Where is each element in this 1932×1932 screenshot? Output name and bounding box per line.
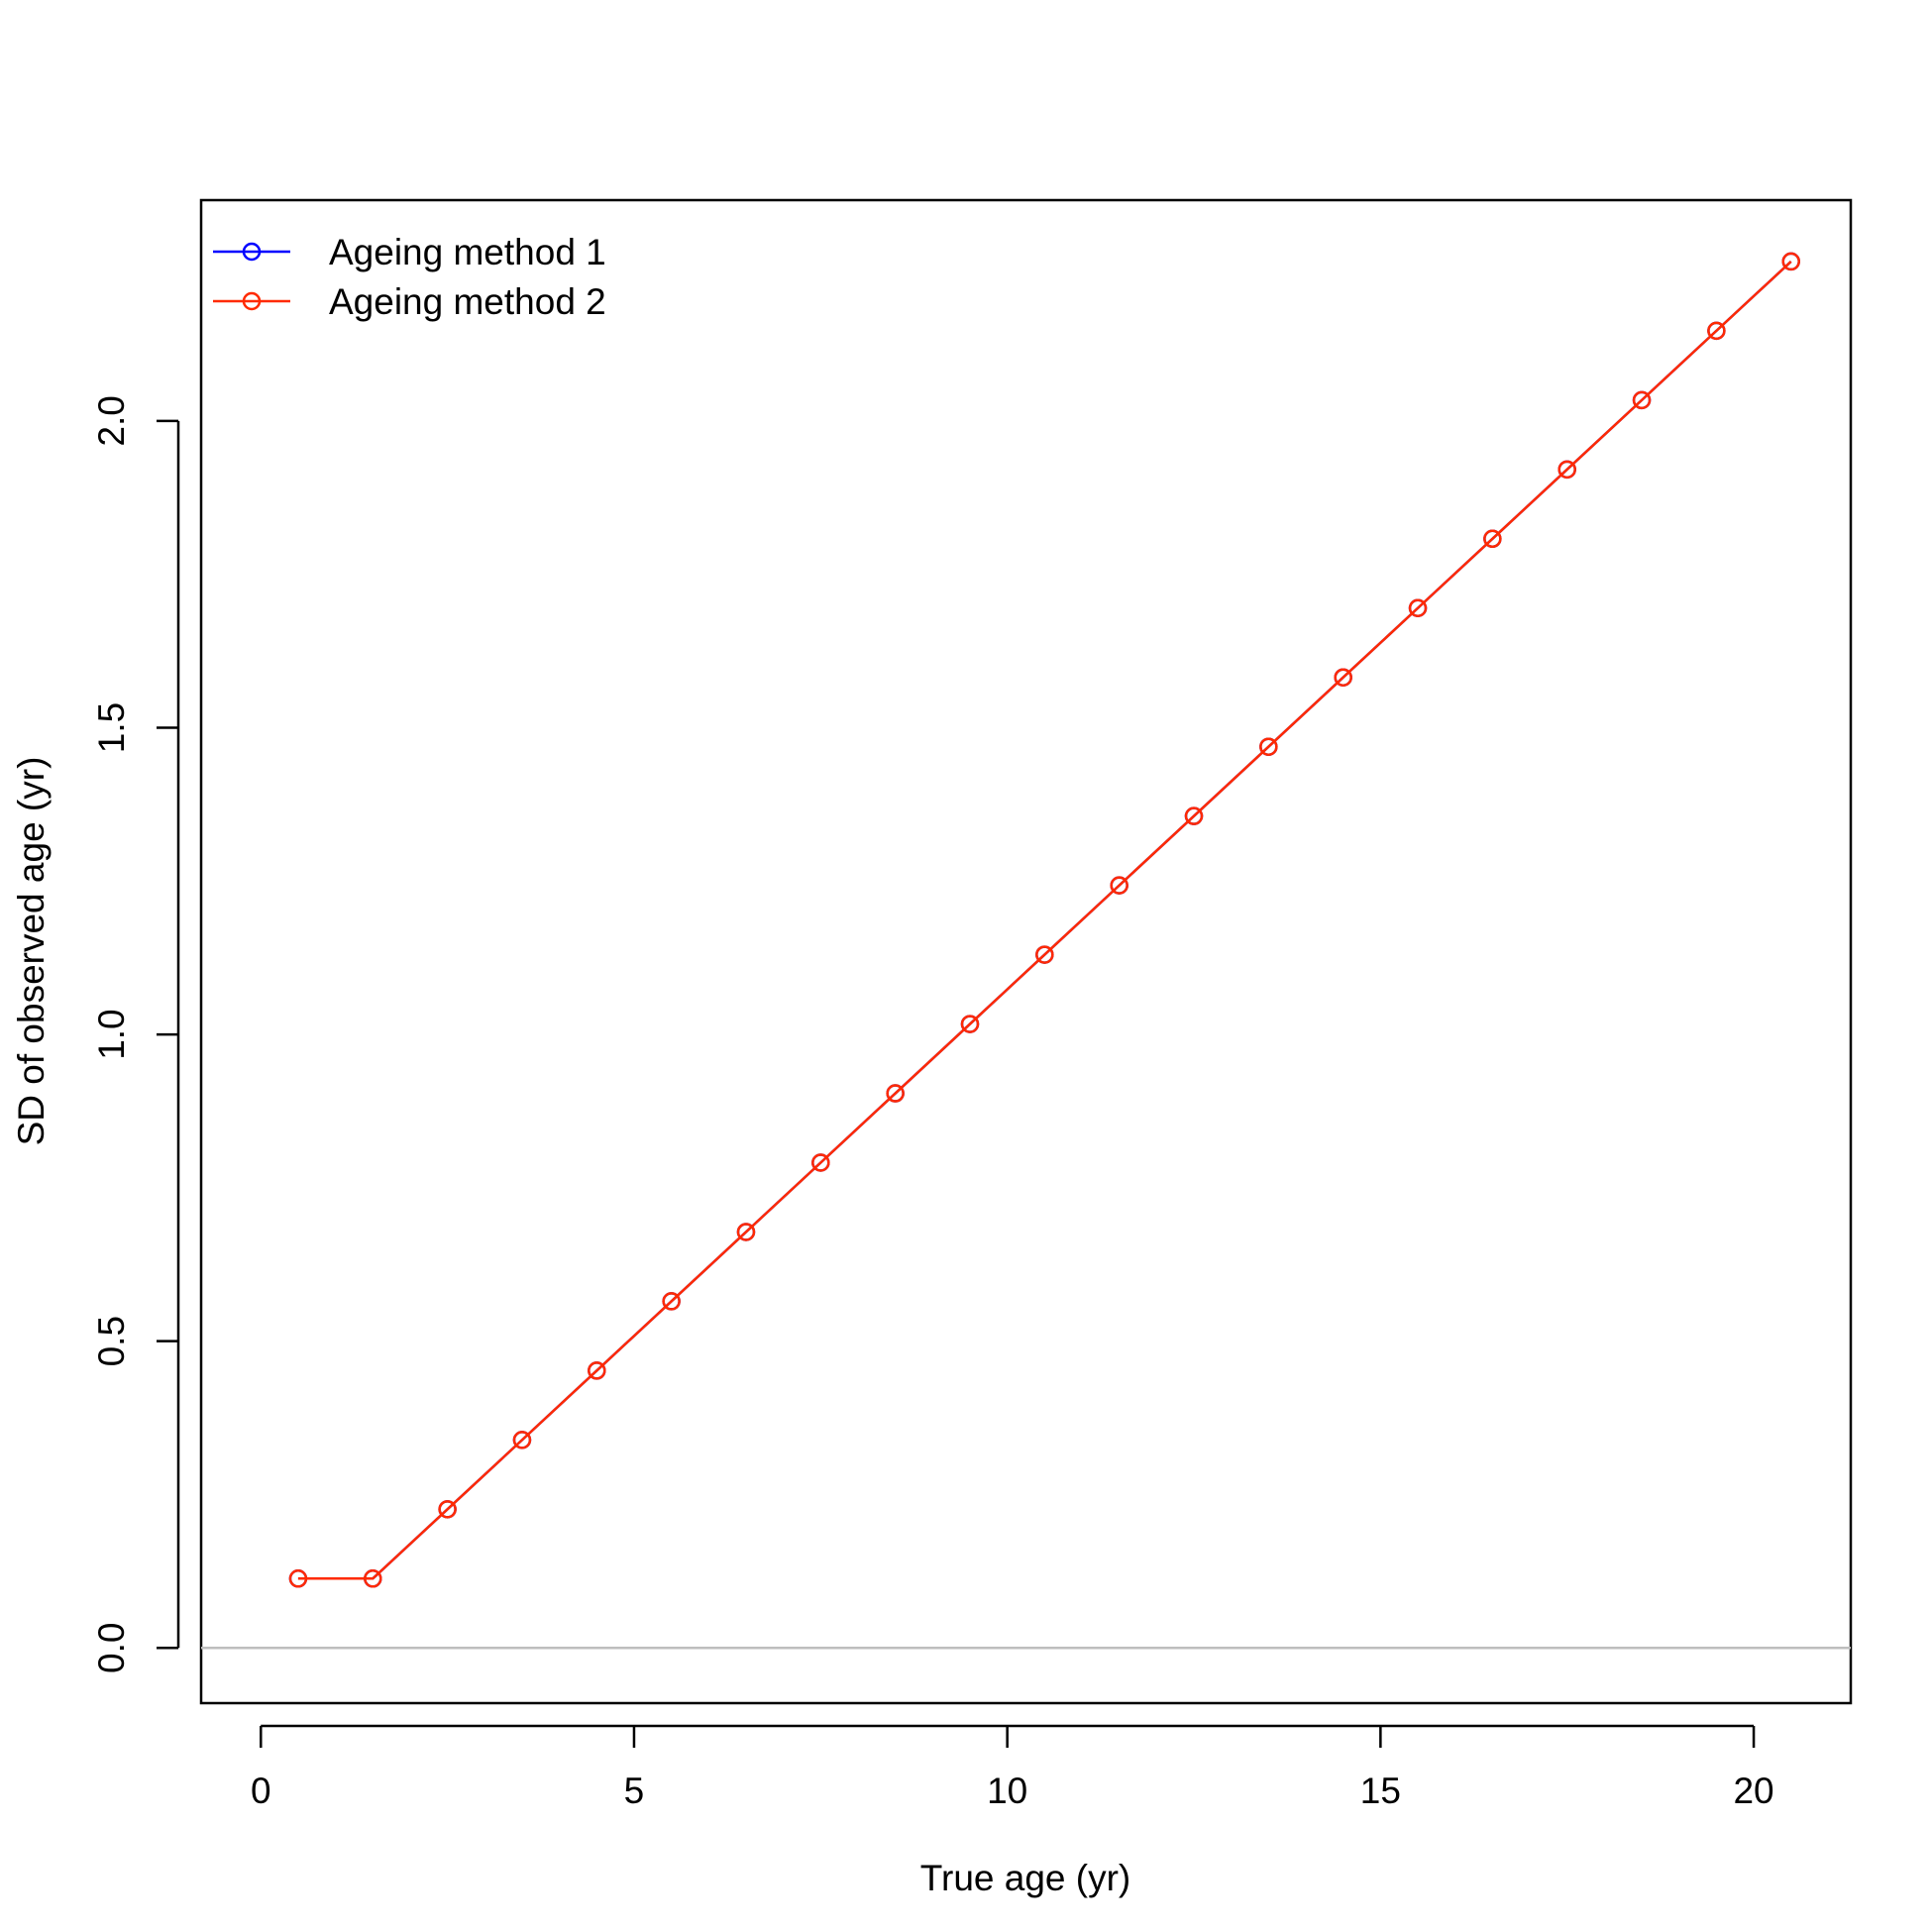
x-axis: 0 5 10 15 20: [251, 1724, 1774, 1811]
data-point: [1707, 321, 1726, 341]
legend-marker: [242, 291, 262, 311]
data-point: [288, 1569, 308, 1588]
data-point: [1781, 252, 1800, 271]
legend-marker: [242, 242, 262, 262]
data-point: [886, 1084, 905, 1103]
data-point: [1184, 806, 1204, 825]
legend-label: Ageing method 2: [329, 281, 606, 322]
data-point: [811, 1153, 830, 1172]
data-point: [1334, 668, 1352, 687]
data-point: [736, 1223, 756, 1241]
data-point: [1557, 460, 1576, 480]
y-tick-label: 0.0: [91, 1623, 132, 1673]
data-point: [364, 1569, 382, 1588]
plot-frame: [199, 198, 1853, 1705]
x-tick-label: 10: [987, 1771, 1027, 1811]
y-tick-label: 1.0: [91, 1009, 132, 1059]
data-point: [662, 1292, 681, 1311]
legend-label: Ageing method 1: [329, 232, 606, 272]
x-tick-label: 5: [624, 1771, 645, 1811]
series-line: [297, 261, 1792, 1580]
data-point: [1259, 737, 1278, 756]
series-layer: [288, 252, 1800, 1588]
series-2: [288, 252, 1800, 1588]
x-tick-label: 0: [251, 1771, 271, 1811]
data-point: [588, 1361, 606, 1380]
data-point: [1408, 598, 1428, 618]
data-point: [1483, 529, 1502, 549]
data-point: [1632, 390, 1652, 410]
y-axis-label: SD of observed age (yr): [11, 757, 52, 1146]
y-axis: 0.0 0.5 1.0 1.5 2.0: [91, 395, 180, 1673]
x-tick-label: 20: [1733, 1771, 1773, 1811]
data-point: [1035, 945, 1054, 964]
y-tick-label: 2.0: [91, 395, 132, 446]
x-axis-label: True age (yr): [920, 1858, 1130, 1898]
y-tick-label: 1.5: [91, 702, 132, 753]
legend-item-2: Ageing method 2: [213, 281, 606, 322]
data-point: [960, 1015, 980, 1033]
legend-item-1: Ageing method 1: [213, 232, 606, 272]
legend: Ageing method 1 Ageing method 2: [213, 232, 606, 322]
data-point: [438, 1500, 457, 1519]
x-tick-label: 15: [1360, 1771, 1401, 1811]
data-point: [1110, 876, 1128, 895]
data-point: [512, 1431, 532, 1449]
y-tick-label: 0.5: [91, 1316, 132, 1366]
